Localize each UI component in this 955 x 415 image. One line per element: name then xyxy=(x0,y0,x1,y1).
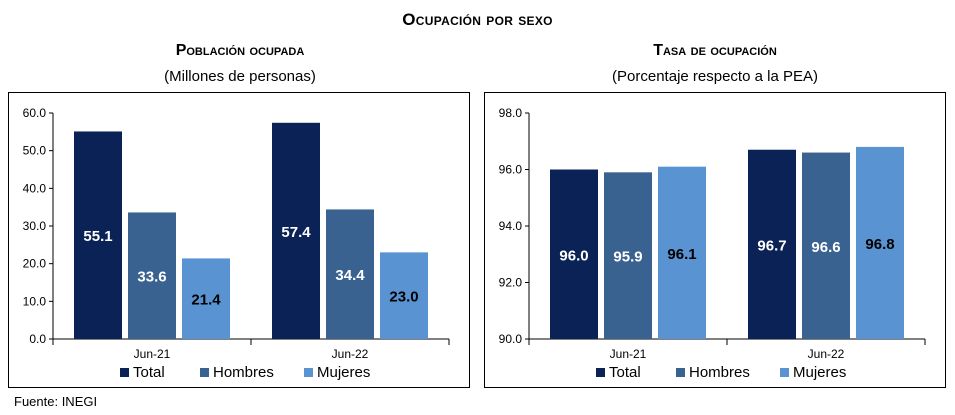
data-label: 96.6 xyxy=(811,239,840,256)
x-tick-label: Jun-21 xyxy=(134,347,171,361)
y-tick-label: 30.0 xyxy=(23,219,47,233)
y-tick-label: 60.0 xyxy=(23,106,47,120)
data-label: 96.1 xyxy=(667,246,696,263)
legend-label: Mujeres xyxy=(317,364,370,381)
y-tick-label: 50.0 xyxy=(23,144,47,158)
y-tick-label: 10.0 xyxy=(23,294,47,308)
y-tick-label: 0.0 xyxy=(29,332,46,346)
main-title: Ocupación por sexo xyxy=(402,10,553,29)
legend-label: Mujeres xyxy=(793,364,846,381)
data-label: 96.0 xyxy=(559,247,588,264)
legend-label: Hombres xyxy=(213,364,274,381)
bar xyxy=(272,122,320,339)
data-label: 33.6 xyxy=(137,269,166,286)
y-tick-label: 40.0 xyxy=(23,181,47,195)
chart-2-plot: 90.0 92.0 94.0 96.0 98.0 96.0 95.9 96.1 Jun-21 96… xyxy=(499,106,926,381)
y-tick-label: 92.0 xyxy=(499,276,523,290)
x-tick-label: Jun-21 xyxy=(610,347,647,361)
legend-swatch xyxy=(120,368,129,377)
y-tick-label: 98.0 xyxy=(499,106,523,120)
data-label: 96.8 xyxy=(865,236,894,253)
legend-swatch xyxy=(780,368,789,377)
chart-2: 90.0 92.0 94.0 96.0 98.0 96.0 95.9 96.1 Jun-21 96… xyxy=(484,92,946,388)
legend-label: Total xyxy=(609,364,641,381)
bar xyxy=(550,169,598,339)
legend-label: Hombres xyxy=(689,364,750,381)
data-label: 23.0 xyxy=(389,289,418,306)
chart-1-title: Población ocupada xyxy=(175,42,305,59)
data-label: 55.1 xyxy=(83,228,112,245)
chart-2-title: Tasa de ocupación xyxy=(653,42,777,59)
bar xyxy=(748,149,796,339)
bar xyxy=(74,131,122,339)
bar xyxy=(658,166,706,339)
bar xyxy=(128,212,176,339)
bar xyxy=(802,152,850,339)
chart-2-subtitle: (Porcentaje respecto a la PEA) xyxy=(612,68,818,85)
bar xyxy=(604,172,652,339)
legend-label: Total xyxy=(133,364,165,381)
bar xyxy=(326,209,374,339)
data-label: 21.4 xyxy=(191,292,221,309)
y-tick-label: 20.0 xyxy=(23,257,47,271)
chart-1-plot: 0.0 10.0 20.0 30.0 40.0 50.0 60.0 55.1 33.6 21.4 J… xyxy=(23,106,450,381)
legend-swatch xyxy=(676,368,685,377)
data-label: 57.4 xyxy=(281,224,311,241)
bar xyxy=(182,258,230,339)
data-label: 34.4 xyxy=(335,267,365,284)
data-label: 96.7 xyxy=(757,237,786,254)
bar xyxy=(380,252,428,339)
chart-1-subtitle: (Millones de personas) xyxy=(164,68,316,85)
bar xyxy=(856,146,904,339)
y-tick-label: 90.0 xyxy=(499,332,523,346)
chart-1: 0.0 10.0 20.0 30.0 40.0 50.0 60.0 55.1 33.6 21.4 J… xyxy=(8,92,470,388)
legend-swatch xyxy=(200,368,209,377)
source-note: Fuente: INEGI xyxy=(14,394,98,409)
legend-swatch xyxy=(304,368,313,377)
legend-swatch xyxy=(596,368,605,377)
x-tick-label: Jun-22 xyxy=(332,347,369,361)
data-label: 95.9 xyxy=(613,249,642,266)
x-tick-label: Jun-22 xyxy=(808,347,845,361)
y-tick-label: 96.0 xyxy=(499,163,523,177)
y-tick-label: 94.0 xyxy=(499,219,523,233)
